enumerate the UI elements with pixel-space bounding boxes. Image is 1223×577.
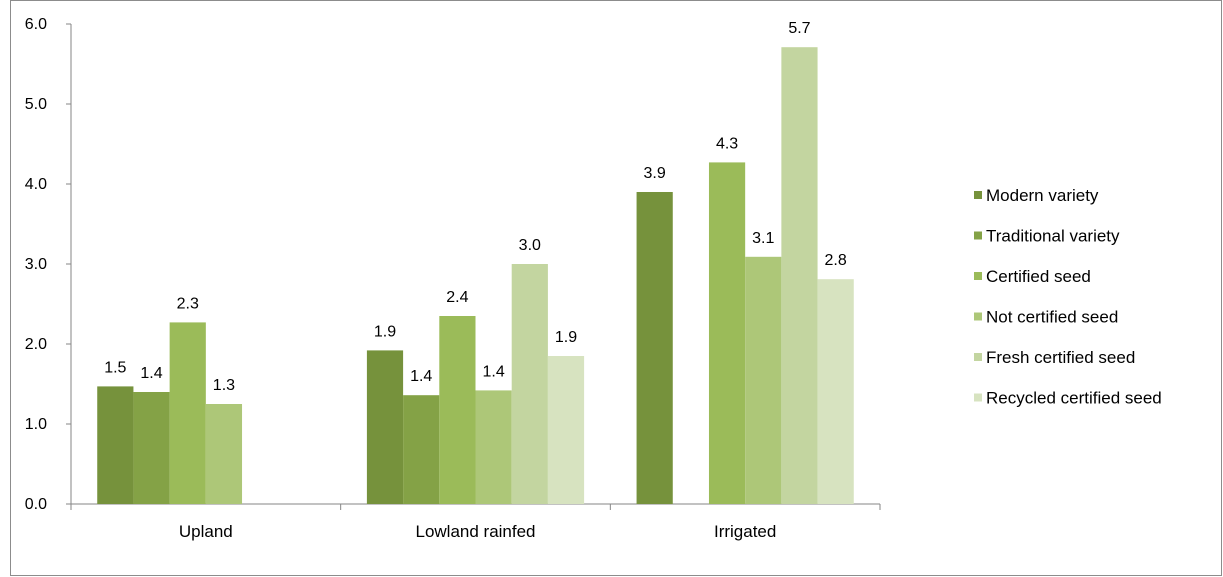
- y-tick-label: 1.0: [25, 416, 47, 433]
- legend-label: Not certified seed: [986, 308, 1118, 327]
- data-label: 1.4: [140, 365, 162, 382]
- bar: [403, 395, 440, 504]
- bar: [439, 316, 476, 504]
- data-label: 2.3: [177, 295, 199, 312]
- x-tick-label: Lowland rainfed: [415, 522, 535, 541]
- y-tick-label: 3.0: [25, 256, 47, 273]
- bar: [511, 264, 548, 504]
- data-label: 1.3: [213, 377, 235, 394]
- bar: [636, 192, 673, 504]
- legend-swatch: [974, 191, 982, 199]
- bar: [745, 256, 782, 504]
- bar: [547, 356, 585, 504]
- bar: [708, 162, 746, 504]
- bar: [817, 279, 854, 504]
- y-tick-label: 0.0: [25, 496, 47, 513]
- bar: [205, 404, 243, 504]
- data-label: 4.3: [716, 135, 738, 152]
- data-label: 2.8: [825, 252, 847, 269]
- data-label: 3.1: [752, 230, 774, 247]
- data-label: 3.9: [644, 165, 666, 182]
- bar: [97, 386, 134, 504]
- legend-swatch: [974, 231, 982, 240]
- legend-label: Recycled certified seed: [986, 389, 1162, 408]
- data-labels: 1.5 1.4 2.3 1.3 1.9 1.4 2.4 1.4 3.0 1.9 3.9 4.3 3.1 5…: [104, 20, 847, 394]
- legend-label: Modern variety: [986, 186, 1099, 205]
- legend-swatch: [974, 272, 982, 280]
- bar: [366, 350, 404, 504]
- legend-swatch: [974, 393, 982, 402]
- bar: [169, 322, 206, 504]
- x-tick-label: Upland: [179, 522, 233, 541]
- data-label: 1.9: [374, 323, 396, 340]
- data-label: 3.0: [519, 237, 541, 254]
- data-label: 1.4: [482, 363, 504, 380]
- bars: [97, 47, 854, 504]
- data-label: 5.7: [788, 20, 810, 37]
- data-label: 2.4: [446, 289, 468, 306]
- y-tick-label: 5.0: [25, 96, 47, 113]
- legend: Modern variety Traditional variety Certifi…: [974, 186, 1162, 408]
- legend-swatch: [974, 312, 982, 321]
- y-tick-label: 2.0: [25, 336, 47, 353]
- bar: [475, 390, 512, 504]
- bar: [781, 47, 818, 504]
- legend-label: Certified seed: [986, 267, 1091, 286]
- y-tick-label: 6.0: [25, 16, 47, 33]
- y-tick-label: 4.0: [25, 176, 47, 193]
- data-label: 1.4: [410, 368, 432, 385]
- data-label: 1.9: [555, 329, 577, 346]
- legend-label: Traditional variety: [986, 227, 1120, 246]
- bar: [133, 392, 170, 504]
- data-label: 1.5: [104, 359, 126, 376]
- legend-label: Fresh certified seed: [986, 348, 1135, 367]
- x-tick-label: Irrigated: [714, 522, 776, 541]
- legend-swatch: [974, 353, 982, 361]
